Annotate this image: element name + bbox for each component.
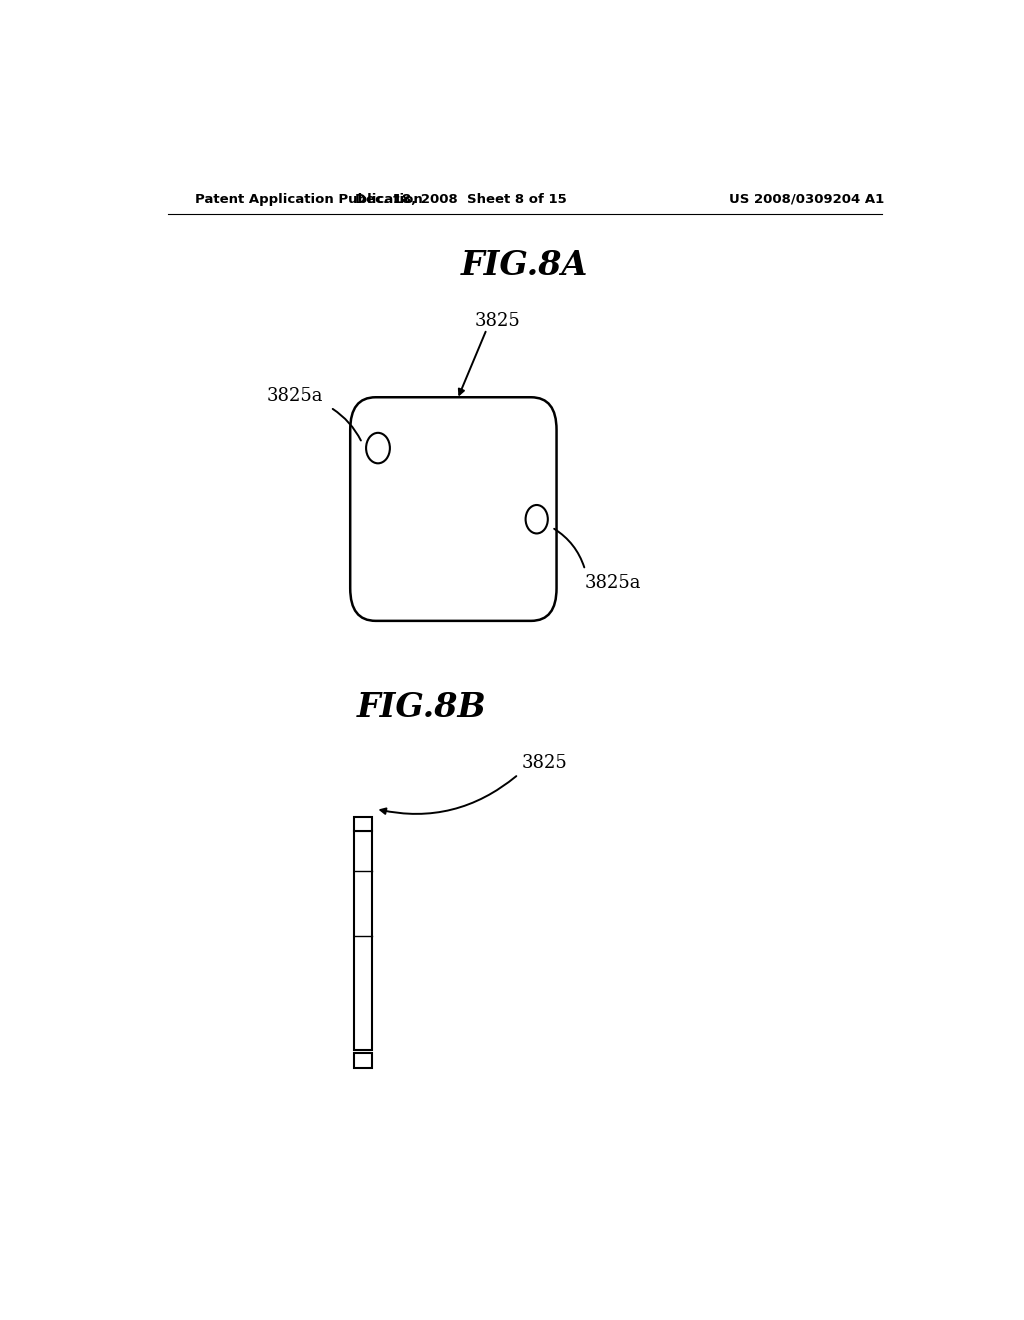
Bar	[354, 832, 372, 1049]
Text: FIG.8A: FIG.8A	[461, 248, 589, 281]
Circle shape	[525, 506, 548, 533]
Text: Patent Application Publication: Patent Application Publication	[196, 193, 423, 206]
Text: 3825a: 3825a	[267, 387, 324, 405]
Text: Dec. 18, 2008  Sheet 8 of 15: Dec. 18, 2008 Sheet 8 of 15	[355, 193, 567, 206]
Text: 3825a: 3825a	[585, 574, 641, 593]
Text: 3825: 3825	[474, 312, 520, 330]
Text: US 2008/0309204 A1: US 2008/0309204 A1	[729, 193, 884, 206]
FancyBboxPatch shape	[350, 397, 557, 620]
Bar	[354, 817, 372, 832]
Text: FIG.8B: FIG.8B	[356, 690, 486, 723]
Text: 3825: 3825	[522, 754, 567, 772]
Bar	[354, 1053, 372, 1068]
Circle shape	[367, 433, 390, 463]
